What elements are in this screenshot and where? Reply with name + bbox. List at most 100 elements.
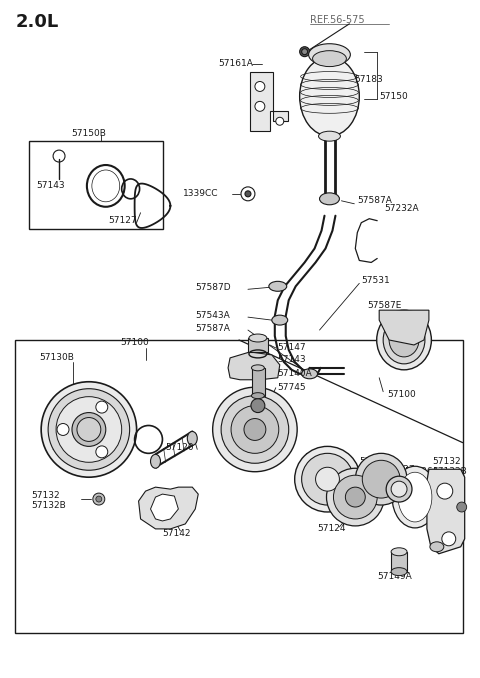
Ellipse shape xyxy=(398,472,432,522)
Polygon shape xyxy=(151,494,179,521)
Ellipse shape xyxy=(392,466,438,528)
Text: 57100: 57100 xyxy=(120,338,149,348)
Ellipse shape xyxy=(391,481,407,497)
Ellipse shape xyxy=(309,43,350,66)
Ellipse shape xyxy=(244,418,266,441)
Ellipse shape xyxy=(213,387,297,472)
Text: 57127: 57127 xyxy=(386,464,415,474)
Ellipse shape xyxy=(151,454,160,468)
Ellipse shape xyxy=(391,567,407,576)
Text: 57143: 57143 xyxy=(278,355,306,364)
Circle shape xyxy=(96,446,108,458)
Circle shape xyxy=(255,102,265,111)
Text: REF.56-575: REF.56-575 xyxy=(310,15,364,25)
Polygon shape xyxy=(228,352,280,380)
Text: 57161A: 57161A xyxy=(218,59,253,68)
Ellipse shape xyxy=(56,397,122,462)
Ellipse shape xyxy=(187,431,197,445)
Circle shape xyxy=(57,424,69,435)
Text: 57123: 57123 xyxy=(360,457,388,466)
Circle shape xyxy=(301,49,308,55)
Text: 57183: 57183 xyxy=(354,75,383,84)
Text: 57143C: 57143C xyxy=(51,443,86,452)
Circle shape xyxy=(251,399,265,413)
Ellipse shape xyxy=(319,132,340,141)
Text: 57150B: 57150B xyxy=(71,129,106,138)
Polygon shape xyxy=(379,310,429,345)
Text: 57745: 57745 xyxy=(278,383,306,392)
Ellipse shape xyxy=(315,467,339,491)
Circle shape xyxy=(346,487,365,507)
Ellipse shape xyxy=(77,418,101,441)
Text: 57130B: 57130B xyxy=(39,353,74,362)
Ellipse shape xyxy=(391,548,407,556)
Text: 57126A: 57126A xyxy=(404,466,439,476)
Text: 57587A: 57587A xyxy=(357,197,392,205)
Ellipse shape xyxy=(221,396,288,463)
Bar xyxy=(252,368,265,396)
Text: 57232A: 57232A xyxy=(384,204,419,214)
Circle shape xyxy=(300,47,310,57)
Text: 57127: 57127 xyxy=(109,216,137,225)
Text: 57543A: 57543A xyxy=(195,311,230,319)
Ellipse shape xyxy=(269,281,287,292)
Text: 57147: 57147 xyxy=(278,344,306,353)
Polygon shape xyxy=(250,72,288,132)
Ellipse shape xyxy=(48,388,130,471)
Ellipse shape xyxy=(252,365,264,371)
Circle shape xyxy=(96,496,102,502)
Polygon shape xyxy=(427,469,465,554)
Text: 57132: 57132 xyxy=(31,491,60,500)
Text: 57140A: 57140A xyxy=(278,370,312,378)
Text: 57587A: 57587A xyxy=(195,323,230,333)
Text: 57132B: 57132B xyxy=(31,500,66,510)
Text: 57587E: 57587E xyxy=(367,301,402,310)
Text: 57115: 57115 xyxy=(305,453,334,462)
Circle shape xyxy=(437,483,453,499)
Ellipse shape xyxy=(272,315,288,325)
Ellipse shape xyxy=(326,468,384,526)
Ellipse shape xyxy=(312,51,347,66)
Circle shape xyxy=(255,81,265,92)
Text: 57132B: 57132B xyxy=(432,466,467,476)
Text: 57120: 57120 xyxy=(166,443,194,452)
Text: 57142: 57142 xyxy=(162,530,191,538)
Ellipse shape xyxy=(355,454,407,505)
Ellipse shape xyxy=(377,310,432,370)
Text: 57143: 57143 xyxy=(36,182,65,191)
Ellipse shape xyxy=(430,542,444,552)
Ellipse shape xyxy=(320,193,339,205)
Bar xyxy=(29,141,164,228)
Circle shape xyxy=(96,401,108,413)
Ellipse shape xyxy=(249,334,267,342)
Text: 57124: 57124 xyxy=(318,524,346,534)
Text: 57149A: 57149A xyxy=(377,572,412,581)
Ellipse shape xyxy=(301,369,318,379)
Ellipse shape xyxy=(362,460,400,498)
Bar xyxy=(391,552,407,572)
Ellipse shape xyxy=(300,57,360,136)
Ellipse shape xyxy=(295,446,360,512)
Ellipse shape xyxy=(252,393,264,399)
Circle shape xyxy=(276,117,284,125)
Text: 2.0L: 2.0L xyxy=(15,13,59,31)
Circle shape xyxy=(442,532,456,546)
Circle shape xyxy=(245,191,251,197)
Ellipse shape xyxy=(386,476,412,502)
Text: 57150: 57150 xyxy=(379,92,408,101)
Ellipse shape xyxy=(231,405,279,454)
Ellipse shape xyxy=(41,382,137,477)
Ellipse shape xyxy=(334,475,377,519)
Bar xyxy=(248,338,268,352)
Text: 57132: 57132 xyxy=(432,457,460,466)
Circle shape xyxy=(457,502,467,512)
Circle shape xyxy=(93,493,105,505)
Ellipse shape xyxy=(383,316,425,364)
Ellipse shape xyxy=(72,413,106,446)
Bar xyxy=(15,340,463,633)
Ellipse shape xyxy=(301,454,353,505)
Text: 57531: 57531 xyxy=(361,276,390,285)
Text: 1339CC: 1339CC xyxy=(183,189,219,199)
Ellipse shape xyxy=(389,323,419,357)
Text: 57587D: 57587D xyxy=(195,283,231,292)
